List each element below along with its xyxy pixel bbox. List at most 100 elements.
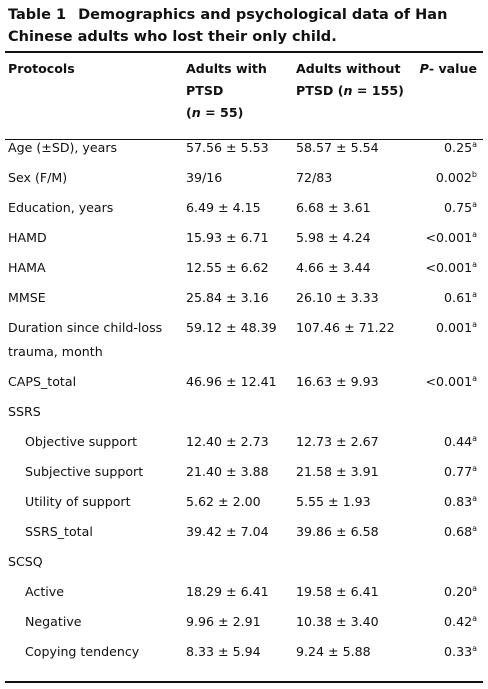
row-label: Duration since child-loss trauma, month [8,320,163,359]
p-value-cell: 0.001a [411,313,483,367]
cell-without-ptsd: 12.73 ± 2.67 [296,434,379,449]
paren: ( [186,105,192,120]
paren: ( [337,83,344,98]
table-row: Duration since child-loss trauma, month 5… [5,313,483,367]
footnote-mark: a [472,229,477,239]
empty-cell [183,547,293,577]
cell-without-ptsd: 21.58 ± 3.91 [296,464,379,479]
empty-cell [293,397,411,427]
table-row: MMSE 25.84 ± 3.16 26.10 ± 3.33 0.61a [5,283,483,313]
header-cell: P- value [411,56,483,133]
cell-without-ptsd: 5.98 ± 4.24 [296,230,371,245]
p-value-cell: 0.20a [411,577,483,607]
p-value: 0.44 [444,434,473,449]
row-label: SSRS [8,404,41,419]
p-value-cell [411,397,483,427]
n-symbol: n [343,83,353,98]
table-row: CAPS_total 46.96 ± 12.41 16.63 ± 9.93 <0.00… [5,367,483,397]
p-text: - value [428,61,477,76]
header-text: Adults with PTSD [186,61,267,98]
cell-with-ptsd: 5.62 ± 2.00 [186,494,261,509]
table-row: Objective support 12.40 ± 2.73 12.73 ± 2.6… [5,427,483,457]
p-value-cell: 0.75a [411,193,483,223]
footnote-mark: a [472,643,477,653]
cell-with-ptsd: 18.29 ± 6.41 [186,584,269,599]
table-row: SSRS [5,397,483,427]
row-label: Sex (F/M) [8,170,68,185]
p-value: <0.001 [425,374,473,389]
row-label: SSRS_total [25,524,93,539]
p-value: 0.61 [444,290,473,305]
cell-with-ptsd: 59.12 ± 48.39 [186,320,277,335]
row-label: HAMA [8,260,46,275]
footnote-mark: a [472,319,477,329]
table-title: Table 1 Demographics and psychological da… [8,4,478,48]
row-label: Subjective support [25,464,144,479]
p-value-cell: 0.44a [411,427,483,457]
header-rule [5,139,483,140]
row-label: Education, years [8,200,114,215]
cell-without-ptsd: 5.55 ± 1.93 [296,494,371,509]
table-body: Age (±SD), years 57.56 ± 5.53 58.57 ± 5.54… [5,133,483,667]
p-symbol: P [419,61,429,76]
p-value-cell: 0.42a [411,607,483,637]
table-row: Subjective support 21.40 ± 3.88 21.58 ± 3.… [5,457,483,487]
empty-cell [183,397,293,427]
sample-size: = 155) [352,83,404,98]
header-text: Adults without PTSD [296,61,401,98]
p-value-cell: 0.77a [411,457,483,487]
p-value-cell: 0.002b [411,163,483,193]
cell-without-ptsd: 107.46 ± 71.22 [296,320,395,335]
table-row: Sex (F/M) 39/16 72/83 0.002b [5,163,483,193]
footnote-mark: a [472,523,477,533]
footnote-mark: b [471,169,477,179]
p-value: <0.001 [425,260,473,275]
table-row: HAMD 15.93 ± 6.71 5.98 ± 4.24 <0.001a [5,223,483,253]
table-row: Copying tendency 8.33 ± 5.94 9.24 ± 5.88 0.… [5,637,483,667]
row-label: SCSQ [8,554,43,569]
p-value-cell [411,547,483,577]
row-label: Copying tendency [25,644,140,659]
n-symbol: n [191,105,201,120]
table-row: Education, years 6.49 ± 4.15 6.68 ± 3.61 0.… [5,193,483,223]
row-label: Active [25,584,64,599]
cell-with-ptsd: 9.96 ± 2.91 [186,614,261,629]
p-value: 0.68 [444,524,473,539]
header-row: Protocols Adults with PTSD (n = 55) Adult… [5,56,483,133]
table-row: Negative 9.96 ± 2.91 10.38 ± 3.40 0.42a [5,607,483,637]
cell-with-ptsd: 46.96 ± 12.41 [186,374,277,389]
cell-without-ptsd: 4.66 ± 3.44 [296,260,371,275]
cell-without-ptsd: 19.58 ± 6.41 [296,584,379,599]
cell-with-ptsd: 21.40 ± 3.88 [186,464,269,479]
table-row: Age (±SD), years 57.56 ± 5.53 58.57 ± 5.54… [5,133,483,163]
footnote-mark: a [472,259,477,269]
table-row: Active 18.29 ± 6.41 19.58 ± 6.41 0.20a [5,577,483,607]
footnote-mark: a [472,289,477,299]
p-value-cell: 0.68a [411,517,483,547]
sample-size: = 55) [200,105,244,120]
p-value: 0.20 [444,584,473,599]
footnote-mark: a [472,433,477,443]
table-row: HAMA 12.55 ± 6.62 4.66 ± 3.44 <0.001a [5,253,483,283]
cell-without-ptsd: 6.68 ± 3.61 [296,200,371,215]
header-cell: Adults with PTSD (n = 55) [183,56,293,133]
p-value-cell: <0.001a [411,223,483,253]
cell-with-ptsd: 12.55 ± 6.62 [186,260,269,275]
row-label: Negative [25,614,82,629]
row-label: Objective support [25,434,138,449]
p-value-cell: <0.001a [411,253,483,283]
cell-without-ptsd: 9.24 ± 5.88 [296,644,371,659]
p-value: 0.75 [444,200,473,215]
p-value-cell: 0.61a [411,283,483,313]
p-value: 0.77 [444,464,473,479]
header-cell: Protocols [8,61,75,76]
cell-without-ptsd: 10.38 ± 3.40 [296,614,379,629]
cell-with-ptsd: 39.42 ± 7.04 [186,524,269,539]
empty-cell [293,547,411,577]
p-value: 0.25 [444,140,473,155]
p-value: 0.42 [444,614,473,629]
p-value-cell: <0.001a [411,367,483,397]
row-label: Age (±SD), years [8,140,118,155]
cell-with-ptsd: 12.40 ± 2.73 [186,434,269,449]
